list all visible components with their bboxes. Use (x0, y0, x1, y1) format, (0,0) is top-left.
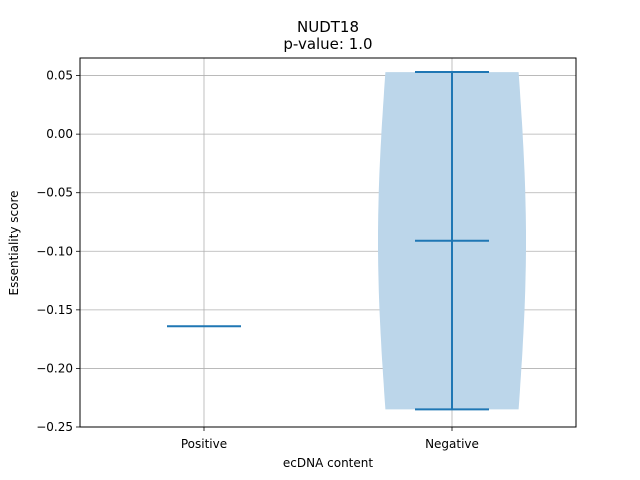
chart-title-line-2: p-value: 1.0 (283, 35, 372, 53)
violin-stat-lines (167, 71, 489, 411)
chart-title-line-1: NUDT18 (297, 18, 359, 36)
plot-frame (79, 57, 577, 428)
x-tick-label: Negative (425, 437, 479, 451)
y-axis-ticks: −0.25 −0.20 −0.15 −0.10 −0.05 0.00 0.05 (36, 69, 80, 434)
y-tick-label: −0.15 (36, 303, 73, 317)
x-axis-label: ecDNA content (283, 456, 373, 470)
y-tick-label: 0.05 (46, 69, 73, 83)
y-tick-label: −0.05 (36, 186, 73, 200)
y-axis-label: Essentiality score (7, 191, 21, 296)
y-tick-label: −0.20 (36, 361, 73, 375)
y-tick-label: −0.10 (36, 244, 73, 258)
y-tick-label: −0.25 (36, 420, 73, 434)
x-axis-ticks: Positive Negative (181, 427, 479, 451)
y-tick-label: 0.00 (46, 127, 73, 141)
x-tick-label: Positive (181, 437, 227, 451)
